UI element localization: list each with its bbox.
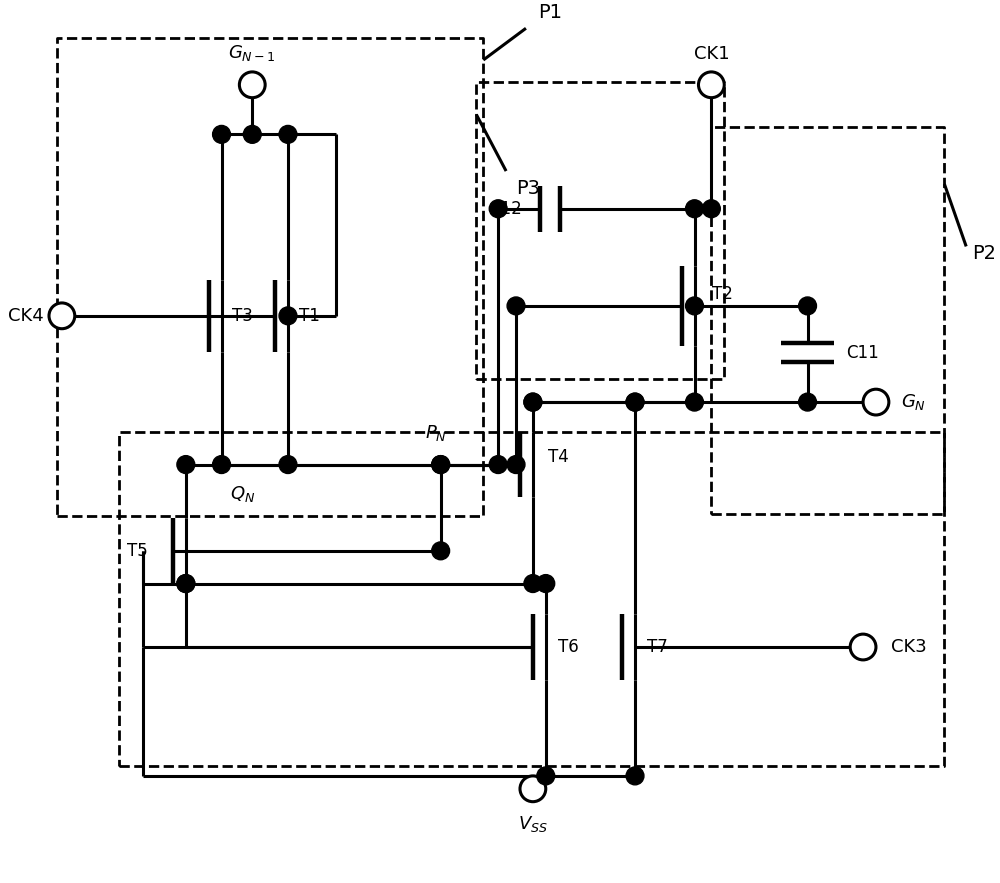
Text: C12: C12 xyxy=(489,200,522,218)
Circle shape xyxy=(49,303,75,328)
Circle shape xyxy=(863,389,889,415)
Text: P3: P3 xyxy=(516,179,540,198)
Circle shape xyxy=(537,767,555,785)
Circle shape xyxy=(239,72,265,98)
Circle shape xyxy=(489,456,507,473)
Circle shape xyxy=(213,456,230,473)
Text: P1: P1 xyxy=(538,4,562,22)
Circle shape xyxy=(177,575,195,592)
Circle shape xyxy=(799,297,816,315)
Circle shape xyxy=(279,456,297,473)
Text: CK3: CK3 xyxy=(891,638,927,656)
Circle shape xyxy=(524,575,542,592)
Circle shape xyxy=(520,776,546,802)
Text: T5: T5 xyxy=(127,542,148,560)
Circle shape xyxy=(537,575,555,592)
Text: T2: T2 xyxy=(712,285,733,303)
Circle shape xyxy=(243,125,261,143)
Text: T4: T4 xyxy=(548,448,569,465)
Circle shape xyxy=(507,456,525,473)
Text: T1: T1 xyxy=(299,306,320,325)
Circle shape xyxy=(702,200,720,218)
Circle shape xyxy=(432,542,450,560)
Text: $V_{SS}$: $V_{SS}$ xyxy=(518,813,548,834)
Circle shape xyxy=(524,393,542,411)
Text: T7: T7 xyxy=(647,638,668,656)
Circle shape xyxy=(279,125,297,143)
Circle shape xyxy=(432,456,450,473)
Circle shape xyxy=(850,634,876,660)
Circle shape xyxy=(626,767,644,785)
Text: CK1: CK1 xyxy=(694,45,729,63)
Text: P2: P2 xyxy=(972,244,996,263)
Circle shape xyxy=(698,72,724,98)
Circle shape xyxy=(279,307,297,325)
Text: CK4: CK4 xyxy=(8,306,44,325)
Circle shape xyxy=(213,125,230,143)
Text: $G_{N-1}$: $G_{N-1}$ xyxy=(228,43,276,63)
Circle shape xyxy=(686,393,703,411)
Circle shape xyxy=(432,456,450,473)
Circle shape xyxy=(524,393,542,411)
Circle shape xyxy=(799,393,816,411)
Text: T3: T3 xyxy=(232,306,253,325)
Circle shape xyxy=(686,200,703,218)
Circle shape xyxy=(686,297,703,315)
Text: T6: T6 xyxy=(558,638,578,656)
Circle shape xyxy=(177,575,195,592)
Circle shape xyxy=(177,456,195,473)
Circle shape xyxy=(489,200,507,218)
Text: $G_N$: $G_N$ xyxy=(901,392,926,412)
Text: C11: C11 xyxy=(846,343,879,361)
Text: $Q_N$: $Q_N$ xyxy=(230,485,255,504)
Circle shape xyxy=(626,393,644,411)
Text: $P_N$: $P_N$ xyxy=(425,423,447,442)
Circle shape xyxy=(507,297,525,315)
Circle shape xyxy=(626,393,644,411)
